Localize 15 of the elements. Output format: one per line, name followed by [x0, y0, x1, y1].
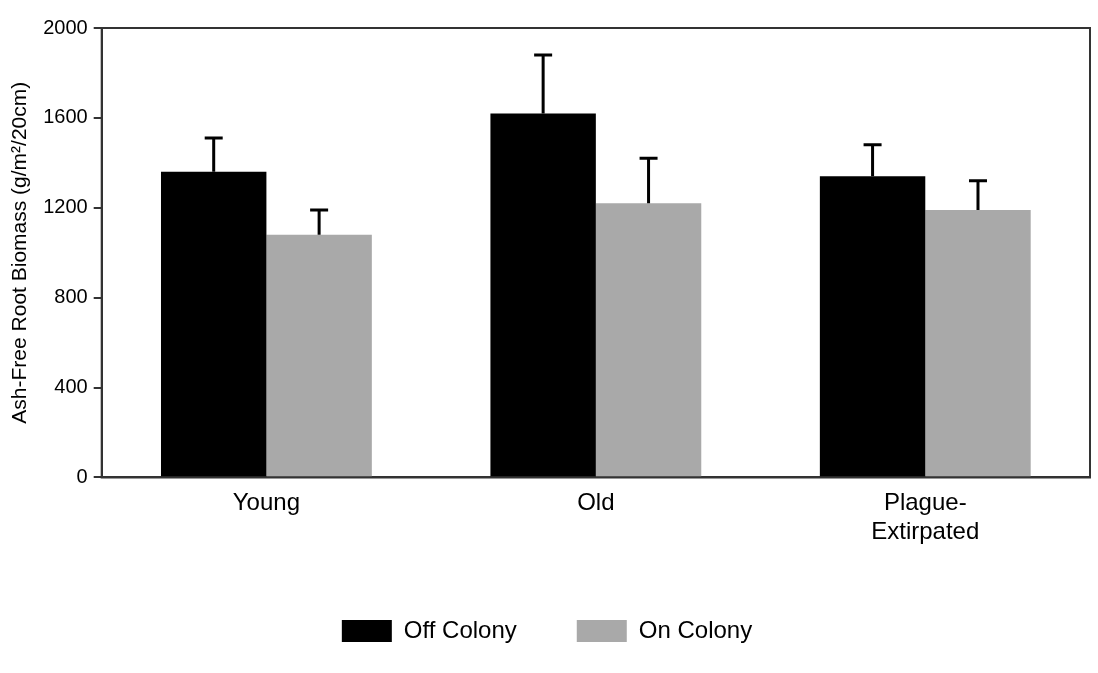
bar — [925, 210, 1031, 477]
x-tick-label: Old — [577, 488, 615, 516]
y-tick-label: 400 — [54, 375, 88, 398]
bar — [266, 234, 372, 477]
x-tick-label: Young — [232, 488, 301, 516]
y-tick-label: 1200 — [43, 195, 88, 218]
y-axis-title: Ash-Free Root Biomass (g/m²/20cm) — [7, 81, 31, 424]
legend-label: On Colony — [638, 615, 753, 643]
bar — [595, 203, 702, 477]
y-tick-label: 0 — [76, 464, 88, 487]
y-tick-label: 800 — [54, 285, 88, 308]
legend-label: Off Colony — [403, 615, 517, 643]
x-tick-label: Plague-Extirpated — [871, 488, 980, 545]
y-tick-label: 1600 — [43, 105, 88, 128]
y-tick-label: 2000 — [43, 15, 88, 38]
